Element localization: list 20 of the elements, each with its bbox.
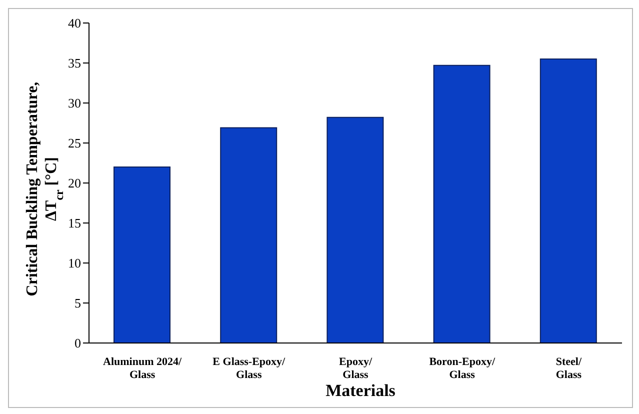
y-tick-label: 15 <box>68 216 81 231</box>
y-tick-label: 40 <box>68 16 81 31</box>
x-tick-label: Boron-Epoxy/Glass <box>429 356 496 381</box>
y-tick-label: 25 <box>68 136 81 151</box>
x-tick-label: Epoxy/Glass <box>338 356 373 381</box>
x-tick-label: Aluminum 2024/Glass <box>103 356 183 381</box>
bar <box>433 64 490 343</box>
y-tick-label: 0 <box>74 336 81 351</box>
y-tick-label: 5 <box>74 296 81 311</box>
bar <box>220 127 278 343</box>
bar <box>114 166 170 343</box>
bar <box>540 58 597 343</box>
y-tick-label: 30 <box>68 96 81 111</box>
x-tick-label: E Glass-Epoxy/Glass <box>212 356 286 381</box>
y-tick-label: 20 <box>68 176 81 191</box>
x-tick-label: Steel/Glass <box>556 356 582 381</box>
x-axis-title: Materials <box>324 381 396 401</box>
bar <box>326 116 384 343</box>
y-tick-label: 35 <box>68 56 81 71</box>
y-tick-label: 10 <box>68 256 81 271</box>
